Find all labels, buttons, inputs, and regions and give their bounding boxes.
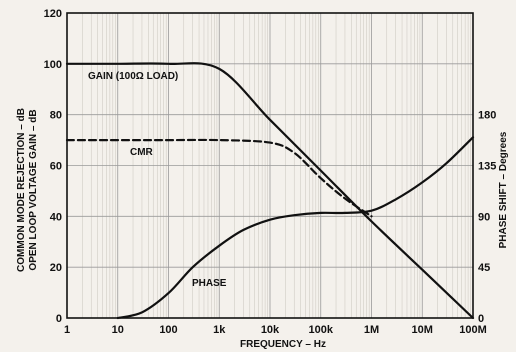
y-right-tick-label: 135 [478,161,496,173]
x-tick-label: 1 [64,324,70,336]
y-left-tick-label: 20 [50,262,62,274]
y-left-tick-label: 120 [44,8,62,20]
y-left-tick-label: 80 [50,110,62,122]
y-right-axis-title: PHASE SHIFT – Degrees [498,131,509,248]
x-tick-label: 100 [159,324,177,336]
x-tick-label: 10M [412,324,433,336]
x-tick-label: 100M [459,324,487,336]
y-left-axis-title-line1: COMMON MODE REJECTION – dB [16,108,27,272]
gain-series-line [65,62,475,320]
x-tick-label: 1M [364,324,379,336]
cmr-series-line [65,138,373,218]
series-layer [65,62,475,320]
y-left-tick-label: 60 [50,161,62,173]
tick-labels: 1 10 100 1k 10k 100k 1M 10M 100M0204060801001200… [44,8,497,336]
phase-series-line [116,136,475,320]
x-tick-label: 10k [261,324,280,336]
y-left-tick-label: 0 [56,313,62,325]
y-left-tick-label: 40 [50,211,62,223]
x-tick-label: 10 [112,324,124,336]
x-axis-title: FREQUENCY – Hz [240,339,326,350]
y-left-axis-title-line2: OPEN LOOP VOLTAGE GAIN – dB [28,109,39,270]
grid-lines [66,12,474,319]
y-right-tick-label: 90 [478,211,490,223]
y-right-tick-label: 180 [478,110,496,122]
x-tick-label: 100k [309,324,334,336]
x-tick-label: 1k [213,324,226,336]
plot-frame [66,12,474,319]
phase-series-label: PHASE [192,278,227,289]
gain-series-label: GAIN (100Ω LOAD) [88,71,178,82]
y-left-tick-label: 100 [44,59,62,71]
y-right-tick-label: 0 [478,313,484,325]
cmr-series-label: CMR [130,147,154,158]
y-right-tick-label: 45 [478,262,490,274]
